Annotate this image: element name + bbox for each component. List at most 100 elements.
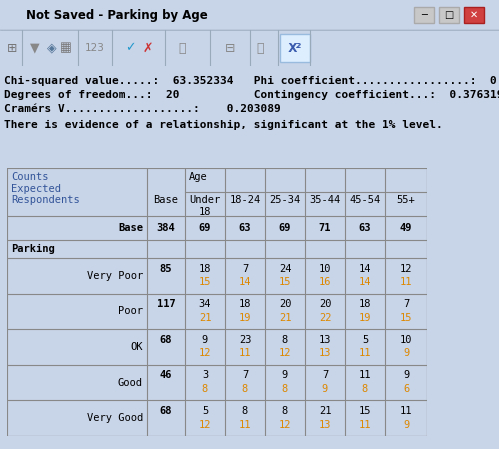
Text: ▼: ▼ [30,41,40,54]
Text: ⧉: ⧉ [178,41,186,54]
Text: 8: 8 [242,406,248,416]
Text: 🖨: 🖨 [256,41,264,54]
Text: Age: Age [189,172,208,182]
Text: 71: 71 [319,223,331,233]
Text: 11: 11 [239,348,251,358]
Text: 21: 21 [279,313,291,323]
Text: 15: 15 [400,313,412,323]
Text: 34: 34 [199,299,211,309]
Text: 9: 9 [322,384,328,394]
Text: Parking: Parking [11,244,55,254]
Text: 9: 9 [403,370,409,380]
Text: 11: 11 [359,348,371,358]
Text: 14: 14 [359,264,371,274]
Text: ✓: ✓ [125,41,135,54]
Text: 15: 15 [279,277,291,287]
Text: OK: OK [131,342,143,352]
Text: 3: 3 [202,370,208,380]
Text: 8: 8 [282,335,288,345]
Text: 11: 11 [400,406,412,416]
Text: 69: 69 [279,223,291,233]
Bar [280,34,310,62]
Text: 15: 15 [199,277,211,287]
Text: 13: 13 [319,335,331,345]
Text: ⊞: ⊞ [7,41,17,54]
Text: 9: 9 [403,420,409,430]
Text: □: □ [445,10,454,20]
Text: 10: 10 [400,335,412,345]
Text: 14: 14 [359,277,371,287]
Text: 6: 6 [403,384,409,394]
Text: 123: 123 [85,43,105,53]
Text: 10: 10 [319,264,331,274]
Text: 13: 13 [319,348,331,358]
Text: 20: 20 [279,299,291,309]
Text: 11: 11 [400,277,412,287]
Text: Under
18: Under 18 [190,195,221,216]
Text: Very Good: Very Good [87,413,143,423]
Text: 12: 12 [279,420,291,430]
Text: 18: 18 [199,264,211,274]
Text: Degrees of freedom...:  20           Contingency coefficient...:  0.376319: Degrees of freedom...: 20 Contingency co… [4,90,499,100]
Text: 63: 63 [359,223,371,233]
Text: 24: 24 [279,264,291,274]
Text: 7: 7 [403,299,409,309]
Text: 19: 19 [359,313,371,323]
Text: 12: 12 [199,420,211,430]
Text: 8: 8 [202,384,208,394]
Text: 85: 85 [160,264,172,274]
Text: 8: 8 [242,384,248,394]
Text: 18-24: 18-24 [230,195,260,205]
Text: 22: 22 [319,313,331,323]
Text: ─: ─ [421,10,427,20]
Text: 7: 7 [322,370,328,380]
Text: 11: 11 [239,420,251,430]
Text: 55+: 55+ [397,195,415,205]
Text: 23: 23 [239,335,251,345]
Text: Very Poor: Very Poor [87,271,143,281]
Text: 18: 18 [359,299,371,309]
Text: 8: 8 [282,384,288,394]
Text: 49: 49 [400,223,412,233]
Text: 25-34: 25-34 [269,195,300,205]
Text: 384: 384 [157,223,175,233]
Text: 63: 63 [239,223,251,233]
Text: 20: 20 [319,299,331,309]
Text: 8: 8 [362,384,368,394]
Text: 11: 11 [359,420,371,430]
Text: 7: 7 [242,370,248,380]
Text: ⊟: ⊟ [225,41,235,54]
Text: 12: 12 [199,348,211,358]
Text: 9: 9 [202,335,208,345]
Text: 35-44: 35-44 [309,195,341,205]
Text: 69: 69 [199,223,211,233]
Bar [439,7,459,23]
Text: Poor: Poor [118,306,143,317]
Text: 117: 117 [157,299,175,309]
Text: 13: 13 [319,420,331,430]
Text: X²: X² [287,41,301,54]
Text: Chi-squared value.....:  63.352334   Phi coefficient.................:  0.406177: Chi-squared value.....: 63.352334 Phi co… [4,76,499,86]
Text: ✕: ✕ [470,10,478,20]
Text: 5: 5 [362,335,368,345]
Text: Good: Good [118,378,143,387]
Text: 18: 18 [239,299,251,309]
Bar [414,7,434,23]
Text: Counts
Expected
Respondents: Counts Expected Respondents [11,172,80,205]
Text: ◈: ◈ [47,41,57,54]
Text: 9: 9 [282,370,288,380]
Text: ✗: ✗ [143,41,153,54]
Text: 16: 16 [319,277,331,287]
Text: 8: 8 [282,406,288,416]
Text: ▦: ▦ [60,41,72,54]
Text: 21: 21 [199,313,211,323]
Bar [464,7,484,23]
Text: 11: 11 [359,370,371,380]
Text: 21: 21 [319,406,331,416]
Text: 12: 12 [400,264,412,274]
Text: 68: 68 [160,335,172,345]
Text: 5: 5 [202,406,208,416]
Text: 14: 14 [239,277,251,287]
Text: 46: 46 [160,370,172,380]
Text: 7: 7 [242,264,248,274]
